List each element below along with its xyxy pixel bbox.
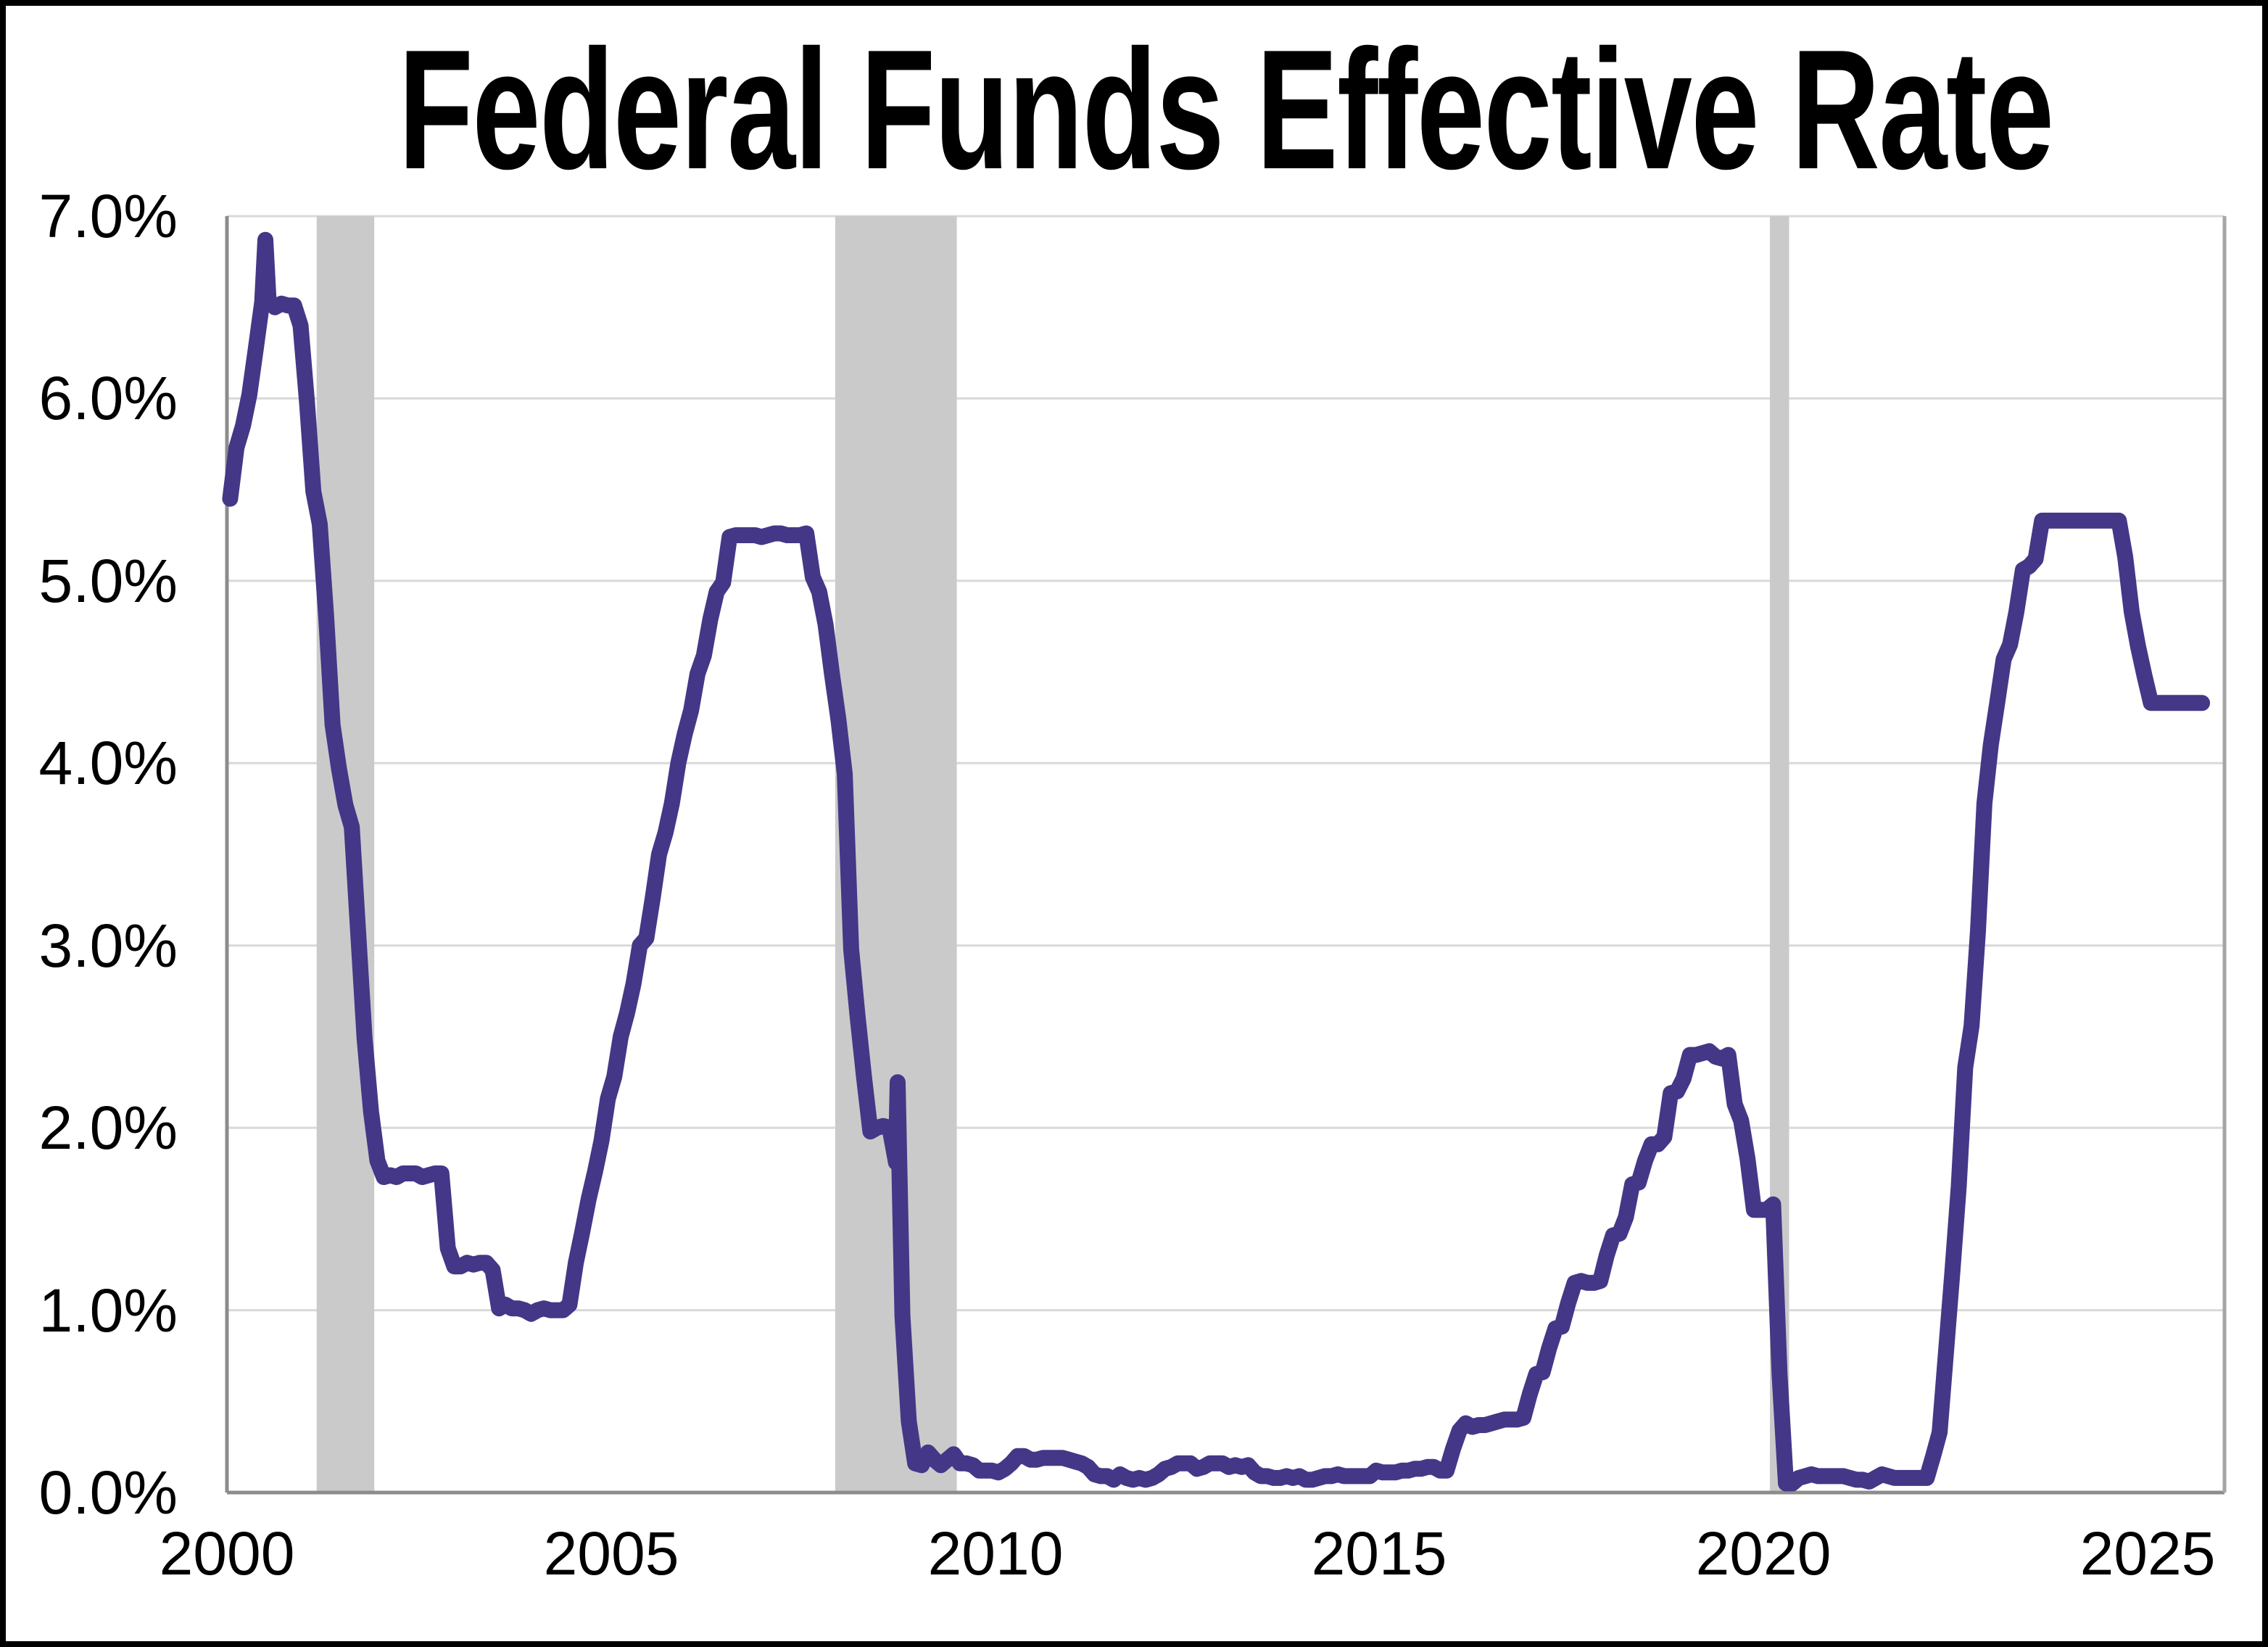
x-tick-label: 2025 [2079, 1519, 2216, 1588]
rate-line [222, 231, 2211, 1492]
recession-band [316, 216, 375, 1493]
y-tick-label: 2.0% [38, 1094, 178, 1162]
y-tick-label: 4.0% [38, 729, 178, 797]
y-tick-label: 7.0% [38, 182, 178, 250]
x-tick-label: 2010 [927, 1519, 1064, 1588]
x-tick-label: 2020 [1695, 1519, 1832, 1588]
x-tick-label: 2015 [1311, 1519, 1447, 1588]
y-tick-label: 1.0% [38, 1276, 178, 1345]
x-tick-label: 2005 [543, 1519, 679, 1588]
y-tick-label: 6.0% [38, 364, 178, 432]
y-tick-label: 0.0% [38, 1458, 178, 1527]
y-tick-label: 5.0% [38, 547, 178, 615]
chart-title: Federal Funds Effective Rate [398, 13, 2054, 205]
x-tick-label: 2000 [159, 1519, 295, 1588]
y-tick-label: 3.0% [38, 912, 178, 980]
